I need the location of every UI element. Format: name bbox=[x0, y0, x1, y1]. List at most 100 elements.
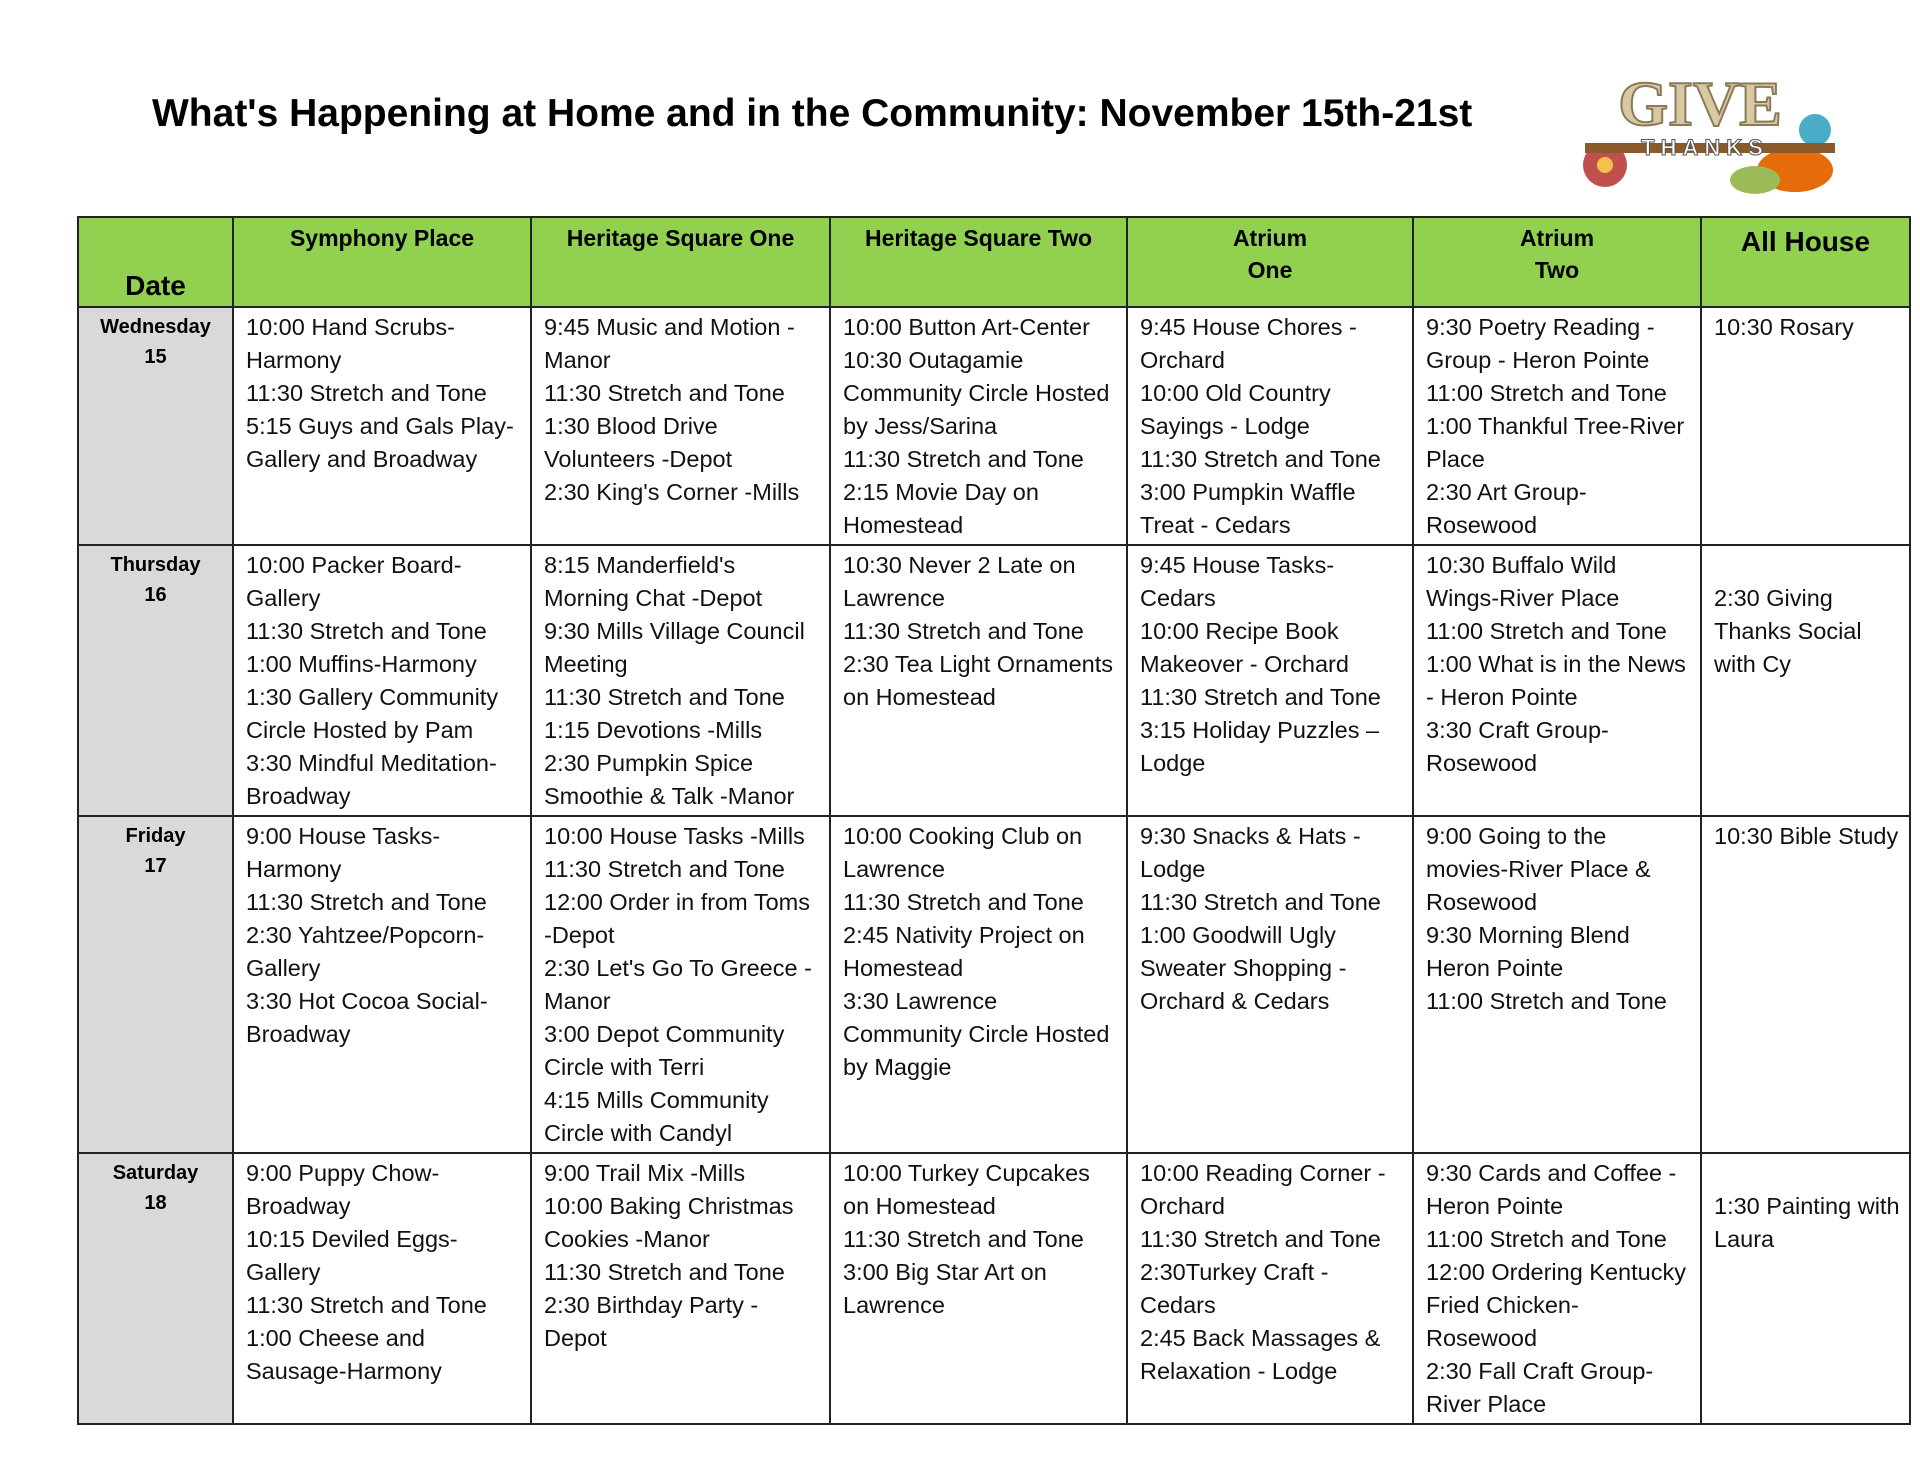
date-cell: Friday 17 bbox=[77, 815, 234, 1154]
event: 11:30 Stretch and Tone bbox=[544, 380, 785, 406]
schedule-cell: 10:00 Reading Corner - Orchard 11:30 Stre… bbox=[1126, 1152, 1414, 1425]
event: 10:00 Turkey Cupcakes on Homestead bbox=[843, 1160, 1090, 1219]
column-header: All House bbox=[1700, 216, 1911, 308]
schedule-table: Date Symphony Place Heritage Square One Her… bbox=[77, 216, 1911, 1425]
schedule-cell: 10:30 Bible Study bbox=[1700, 815, 1911, 1154]
schedule-cell: 10:30 Buffalo Wild Wings-River Place 11:0… bbox=[1412, 544, 1702, 817]
event: 1:00 What is in the News - Heron Pointe bbox=[1426, 651, 1686, 710]
event: 9:30 Snacks & Hats - Lodge bbox=[1140, 823, 1361, 882]
event: 11:30 Stretch and Tone bbox=[843, 889, 1084, 915]
event: 11:30 Stretch and Tone bbox=[1140, 1226, 1381, 1252]
schedule-cell: 10:00 Button Art-Center 10:30 Outagamie C… bbox=[829, 306, 1128, 546]
event: 11:30 Stretch and Tone bbox=[246, 1292, 487, 1318]
event: 10:00 Hand Scrubs-Harmony bbox=[246, 314, 456, 373]
event: 3:30 Mindful Meditation-Broadway bbox=[246, 750, 497, 809]
schedule-cell: 9:45 House Chores - Orchard 10:00 Old Cou… bbox=[1126, 306, 1414, 546]
day-row: Thursday 16 10:00 Packer Board-Gallery 11:… bbox=[77, 544, 1911, 817]
logo-flower bbox=[1799, 114, 1831, 146]
event: 11:00 Stretch and Tone bbox=[1426, 988, 1667, 1014]
event: 10:00 Button Art-Center bbox=[843, 314, 1090, 340]
event: 11:30 Stretch and Tone bbox=[1140, 684, 1381, 710]
event: 2:30 Fall Craft Group-River Place bbox=[1426, 1358, 1654, 1417]
logo-ribbon bbox=[1585, 143, 1835, 153]
schedule-cell: 9:45 House Tasks-Cedars 10:00 Recipe Book… bbox=[1126, 544, 1414, 817]
event: 2:30 Pumpkin Spice Smoothie & Talk -Mano… bbox=[544, 750, 795, 809]
event: 9:45 House Tasks-Cedars bbox=[1140, 552, 1335, 611]
event: 3:00 Depot Community Circle with Terri bbox=[544, 1021, 785, 1080]
event: 3:00 Big Star Art on Lawrence bbox=[843, 1259, 1047, 1318]
event: 3:30 Hot Cocoa Social-Broadway bbox=[246, 988, 488, 1047]
event: 9:45 House Chores - Orchard bbox=[1140, 314, 1357, 373]
event: 9:30 Morning Blend Heron Pointe bbox=[1426, 922, 1630, 981]
event: 11:30 Stretch and Tone bbox=[246, 618, 487, 644]
event: 10:00 Reading Corner - Orchard bbox=[1140, 1160, 1386, 1219]
event: 9:00 Trail Mix -Mills bbox=[544, 1160, 746, 1186]
schedule-cell: 9:00 Going to the movies-River Place & R… bbox=[1412, 815, 1702, 1154]
event: 11:30 Stretch and Tone bbox=[1140, 446, 1381, 472]
event: 2:45 Back Massages & Relaxation - Lodge bbox=[1140, 1325, 1381, 1384]
event: 2:15 Movie Day on Homestead bbox=[843, 479, 1039, 538]
event: 9:30 Mills Village Council Meeting bbox=[544, 618, 805, 677]
column-header: Heritage Square One bbox=[530, 216, 831, 308]
date-cell: Saturday 18 bbox=[77, 1152, 234, 1425]
event: 5:15 Guys and Gals Play-Gallery and Broa… bbox=[246, 413, 514, 472]
event: 8:15 Manderfield's Morning Chat -Depot bbox=[544, 552, 763, 611]
logo-word: GIVE bbox=[1618, 68, 1782, 139]
event: 10:00 Baking Christmas Cookies -Manor bbox=[544, 1193, 794, 1252]
day-row: Saturday 18 9:00 Puppy Chow-Broadway 10:15… bbox=[77, 1152, 1911, 1425]
day-row: Friday 17 9:00 House Tasks-Harmony 11:30 S… bbox=[77, 815, 1911, 1154]
event: 11:30 Stretch and Tone bbox=[544, 1259, 785, 1285]
schedule-cell: 10:00 Cooking Club on Lawrence 11:30 Stre… bbox=[829, 815, 1128, 1154]
schedule-cell: 10:00 Turkey Cupcakes on Homestead 11:30 … bbox=[829, 1152, 1128, 1425]
schedule-cell: 9:00 Trail Mix -Mills 10:00 Baking Christ… bbox=[530, 1152, 831, 1425]
event: 11:30 Stretch and Tone bbox=[246, 380, 487, 406]
event: 11:00 Stretch and Tone bbox=[1426, 380, 1667, 406]
event: 3:30 Lawrence Community Circle Hosted by… bbox=[843, 988, 1110, 1080]
event: 10:30 Outagamie Community Circle Hosted … bbox=[843, 347, 1110, 439]
schedule-cell: 2:30 Giving Thanks Social with Cy bbox=[1700, 544, 1911, 817]
date-cell: Thursday 16 bbox=[77, 544, 234, 817]
logo-word: THANKS bbox=[1641, 135, 1769, 160]
event: 10:30 Rosary bbox=[1714, 314, 1854, 340]
schedule-cell: 1:30 Painting with Laura bbox=[1700, 1152, 1911, 1425]
event: 9:30 Poetry Reading - Group - Heron Poin… bbox=[1426, 314, 1655, 373]
event: 9:45 Music and Motion - Manor bbox=[544, 314, 795, 373]
schedule-cell: 9:45 Music and Motion - Manor 11:30 Stret… bbox=[530, 306, 831, 546]
schedule-cell: 9:30 Poetry Reading - Group - Heron Poin… bbox=[1412, 306, 1702, 546]
event: 9:00 Puppy Chow-Broadway bbox=[246, 1160, 440, 1219]
event: 3:00 Pumpkin Waffle Treat - Cedars bbox=[1140, 479, 1356, 538]
event: 1:15 Devotions -Mills bbox=[544, 717, 763, 743]
event: 10:00 Old Country Sayings - Lodge bbox=[1140, 380, 1331, 439]
event: 2:30 Giving Thanks Social with Cy bbox=[1714, 585, 1862, 677]
schedule-cell: 9:30 Snacks & Hats - Lodge 11:30 Stretch … bbox=[1126, 815, 1414, 1154]
logo: GIVE THANKS bbox=[1583, 67, 1835, 194]
event: 10:30 Bible Study bbox=[1714, 823, 1899, 849]
event: 2:30 Art Group-Rosewood bbox=[1426, 479, 1587, 538]
event: 3:15 Holiday Puzzles – Lodge bbox=[1140, 717, 1380, 776]
event: 2:30 King's Corner -Mills bbox=[544, 479, 800, 505]
logo-leaf bbox=[1730, 166, 1780, 194]
event: 10:00 Recipe Book Makeover - Orchard bbox=[1140, 618, 1349, 677]
event: 2:30 Yahtzee/Popcorn-Gallery bbox=[246, 922, 485, 981]
event: 12:00 Ordering Kentucky Fried Chicken- R… bbox=[1426, 1259, 1686, 1351]
event: 1:30 Blood Drive Volunteers -Depot bbox=[544, 413, 733, 472]
schedule-cell: 10:00 Packer Board-Gallery 11:30 Stretch … bbox=[232, 544, 532, 817]
event: 10:30 Never 2 Late on Lawrence bbox=[843, 552, 1076, 611]
event: 11:30 Stretch and Tone bbox=[544, 856, 785, 882]
event: 11:30 Stretch and Tone bbox=[843, 1226, 1084, 1252]
schedule-cell: 10:30 Never 2 Late on Lawrence 11:30 Stre… bbox=[829, 544, 1128, 817]
event: 11:00 Stretch and Tone bbox=[1426, 618, 1667, 644]
event: 11:00 Stretch and Tone bbox=[1426, 1226, 1667, 1252]
event: 12:00 Order in from Toms -Depot bbox=[544, 889, 811, 948]
event: 1:00 Cheese and Sausage-Harmony bbox=[246, 1325, 442, 1384]
event: 2:30 Tea Light Ornaments on Homestead bbox=[843, 651, 1113, 710]
column-header: Symphony Place bbox=[232, 216, 532, 308]
schedule-cell: 9:30 Cards and Coffee - Heron Pointe 11:0… bbox=[1412, 1152, 1702, 1425]
column-header: Date bbox=[77, 216, 234, 308]
schedule-cell: 10:00 House Tasks -Mills 11:30 Stretch an… bbox=[530, 815, 831, 1154]
day-row: Wednesday 15 10:00 Hand Scrubs-Harmony 11:… bbox=[77, 306, 1911, 546]
column-header: Atrium Two bbox=[1412, 216, 1702, 308]
schedule-cell: 10:00 Hand Scrubs-Harmony 11:30 Stretch a… bbox=[232, 306, 532, 546]
event: 1:00 Thankful Tree-River Place bbox=[1426, 413, 1685, 472]
